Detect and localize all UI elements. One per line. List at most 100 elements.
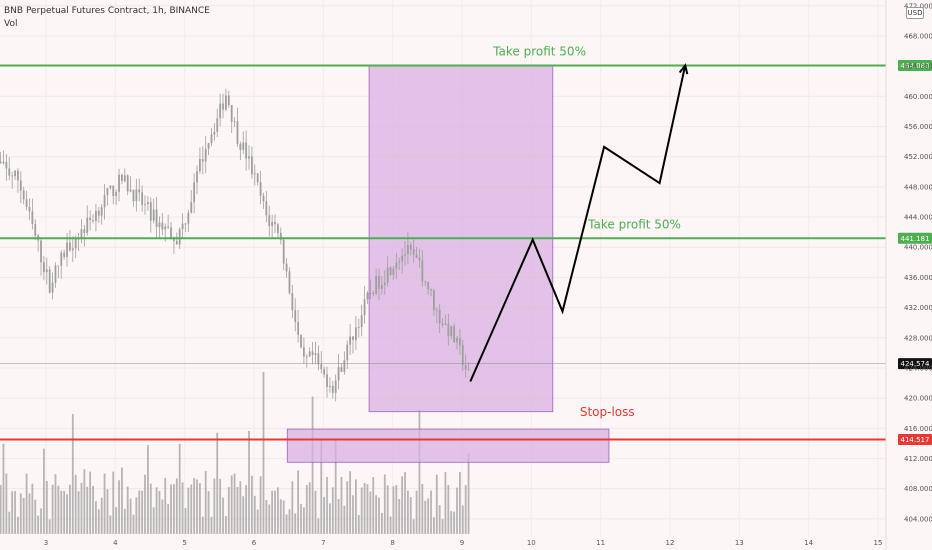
volume-bar: [201, 516, 204, 534]
price-label-tp_top: 464.083: [901, 62, 930, 70]
volume-bar: [308, 482, 311, 534]
volume-bar: [372, 477, 375, 534]
candle-body: [115, 192, 118, 197]
y-tick-label: 456.000: [904, 123, 932, 131]
candle-body: [294, 310, 297, 323]
volume-bar: [357, 515, 360, 534]
candle-body: [360, 315, 363, 328]
volume-bar: [57, 485, 60, 534]
volume-bar: [401, 476, 404, 534]
candle-body: [181, 223, 184, 230]
price-label-tp_mid: 441.181: [901, 235, 930, 243]
price-label-bg-tp_mid: [898, 232, 932, 244]
volume-bar: [343, 505, 346, 534]
stop-zone: [286, 428, 610, 463]
volume-bar: [71, 413, 74, 534]
candle-body: [19, 180, 22, 191]
candle-body: [129, 189, 132, 192]
candle-body: [464, 364, 467, 370]
volume-bar: [383, 474, 386, 534]
candle-body: [407, 244, 409, 255]
candle-body: [97, 210, 100, 216]
candle-body: [14, 170, 16, 177]
candle-body: [427, 281, 430, 290]
candle-body: [22, 190, 25, 200]
candle-body: [178, 229, 181, 245]
candle-body: [352, 336, 354, 341]
candle-body: [291, 293, 294, 311]
candle-body: [100, 207, 103, 216]
candle-body: [141, 192, 144, 205]
chart-title: BNB Perpetual Futures Contract, 1h, BINA…: [4, 6, 210, 16]
volume-bar: [375, 495, 378, 534]
volume-bar: [34, 499, 37, 534]
candle-body: [222, 103, 224, 110]
y-tick-label: 420.000: [904, 395, 932, 403]
candle-body: [71, 248, 74, 251]
x-tick-label: 7: [321, 539, 325, 547]
candle-body: [467, 369, 470, 371]
volume-bar: [282, 500, 285, 534]
candle-body: [201, 159, 204, 162]
y-tick-label: 432.000: [904, 304, 932, 312]
volume-bar: [216, 432, 219, 534]
volume-bar: [433, 517, 435, 534]
volume-bar: [355, 479, 357, 534]
volume-bar: [141, 490, 144, 534]
candle-body: [147, 202, 149, 205]
candle-body: [366, 293, 369, 300]
volume-bar: [386, 485, 389, 534]
volume-bar: [381, 512, 383, 534]
volume-bar: [28, 493, 31, 534]
volume-bar: [83, 469, 86, 534]
volume-bar: [227, 487, 230, 534]
volume-bar: [40, 508, 42, 534]
volume-bar: [187, 487, 190, 534]
candle-body: [51, 282, 54, 293]
volume-bar: [11, 491, 14, 534]
horizontal-levels: 464.083 441.181 424.574 414.517: [0, 60, 932, 445]
volume-bar: [155, 487, 158, 534]
candle-body: [357, 327, 360, 328]
projection-arrowhead: [678, 63, 689, 75]
volume-bar: [5, 473, 8, 534]
volume-bar: [19, 493, 22, 534]
candle-body: [340, 367, 343, 372]
candle-body: [401, 255, 404, 262]
y-tick-label: 404.000: [904, 515, 932, 523]
y-tick-label: 428.000: [904, 334, 932, 342]
volume-bar: [204, 471, 207, 534]
volume-bar: [300, 503, 302, 534]
candle-body: [398, 261, 401, 263]
candle-body: [45, 269, 48, 273]
candle-body: [167, 226, 170, 228]
candle-body: [2, 161, 5, 164]
volume-bar: [239, 481, 242, 534]
candle-body: [152, 209, 155, 221]
volume-bar: [317, 518, 320, 534]
volume-bar: [161, 499, 164, 534]
candle-body: [225, 95, 227, 110]
volume-bar: [271, 490, 274, 534]
candle-body: [236, 121, 239, 144]
volume-bar: [242, 496, 245, 534]
volume-bar: [334, 440, 337, 534]
volume-bar: [459, 471, 461, 534]
candle-body: [25, 199, 28, 208]
volume-bar: [450, 511, 453, 534]
currency-badge[interactable]: USD: [906, 7, 924, 19]
volume-bar: [279, 499, 282, 534]
volume-bar: [60, 490, 63, 534]
volume-bar: [421, 484, 424, 534]
candle-body: [80, 229, 83, 239]
x-tick-label: 9: [460, 539, 464, 547]
volume-bar: [103, 473, 106, 534]
candle-body: [433, 290, 435, 311]
candle-body: [375, 275, 378, 294]
candle-body: [92, 219, 94, 222]
candle-body: [274, 222, 276, 225]
volume-bar: [363, 482, 366, 534]
x-tick-label: 6: [252, 539, 257, 547]
candle-body: [300, 334, 302, 348]
